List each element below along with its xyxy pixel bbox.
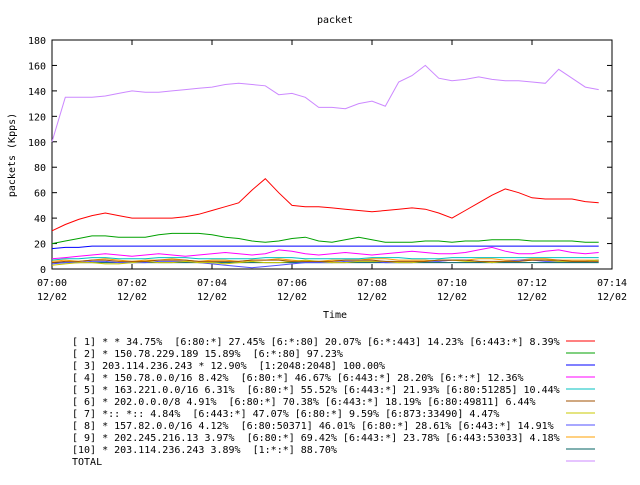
x-tick-label-time: 07:00 <box>37 278 67 289</box>
plot-frame <box>51 39 613 270</box>
y-tick-label: 60 <box>34 189 46 200</box>
series-line <box>51 246 599 260</box>
x-tick-label-date: 12/02 <box>37 292 67 303</box>
legend-label: [10] * 203.114.236.243 3.89% [1:*:*] 88.… <box>72 445 337 456</box>
y-tick-label: 20 <box>34 240 46 251</box>
y-tick-label: 80 <box>34 163 46 174</box>
legend-label: [ 9] * 202.245.216.13 3.97% [6:80:*] 69.… <box>72 433 560 444</box>
y-tick-label: 40 <box>34 214 46 225</box>
x-tick-label-date: 12/02 <box>277 292 307 303</box>
legend-label: [ 8] * 157.82.0.0/16 4.12% [6:80:50371] … <box>72 421 554 432</box>
y-tick-label: 180 <box>28 36 46 47</box>
y-axis-label: packets (Kpps) <box>7 113 18 197</box>
x-tick-label-time: 07:06 <box>277 278 307 289</box>
y-tick-label: 100 <box>28 138 46 149</box>
x-tick-label-time: 07:02 <box>117 278 147 289</box>
series-line <box>51 259 599 264</box>
x-tick-label-time: 07:10 <box>437 278 467 289</box>
x-tick-label-date: 12/02 <box>597 292 627 303</box>
y-tick-label: 160 <box>28 61 46 72</box>
x-tick-label-date: 12/02 <box>437 292 467 303</box>
x-tick-label-time: 07:04 <box>197 278 227 289</box>
x-tick-label-date: 12/02 <box>117 292 147 303</box>
x-tick-label-time: 07:14 <box>597 278 627 289</box>
chart-title: packet <box>317 15 353 26</box>
series-line <box>51 178 599 232</box>
x-tick-label-time: 07:12 <box>517 278 547 289</box>
legend-label: [ 1] * * 34.75% [6:80:*] 27.45% [6:*:80]… <box>72 337 560 348</box>
x-axis-label: Time <box>323 310 347 321</box>
y-tick-label: 0 <box>40 265 46 276</box>
series-line <box>51 258 599 262</box>
series-lines <box>51 64 599 269</box>
legend: [ 1] * * 34.75% [6:80:*] 27.45% [6:*:80]… <box>72 337 595 468</box>
x-tick-label-time: 07:08 <box>357 278 387 289</box>
series-line <box>51 257 599 261</box>
x-ticks: 07:00 12/02 07:02 12/02 07:04 12/02 07:06 12/02… <box>37 40 627 303</box>
legend-label: [ 7] *:: *:: 4.84% [6:443:*] 47.07% [6:8… <box>72 409 499 420</box>
series-line <box>51 245 599 250</box>
x-tick-label-date: 12/02 <box>517 292 547 303</box>
x-tick-label-date: 12/02 <box>197 292 227 303</box>
legend-label: [ 6] * 202.0.0.0/8 4.91% [6:80:*] 70.38%… <box>72 397 536 408</box>
y-ticks: 0 20 40 60 80 100 120 140 160 180 <box>28 36 612 276</box>
legend-label: [ 4] * 150.78.0.0/16 8.42% [6:80:*] 46.6… <box>72 373 524 384</box>
y-tick-label: 140 <box>28 87 46 98</box>
legend-label: [ 2] * 150.78.229.189 15.89% [6:*:80] 97… <box>72 349 343 360</box>
legend-label: [ 3] 203.114.236.243 * 12.90% [1:2048:20… <box>72 361 385 372</box>
x-tick-label-date: 12/02 <box>357 292 387 303</box>
series-line <box>51 64 599 142</box>
legend-label: [ 5] * 163.221.0.0/16 6.31% [6:80:*] 55.… <box>72 385 560 396</box>
y-tick-label: 120 <box>28 112 46 123</box>
series-line <box>51 232 599 245</box>
legend-label: TOTAL <box>72 457 102 468</box>
